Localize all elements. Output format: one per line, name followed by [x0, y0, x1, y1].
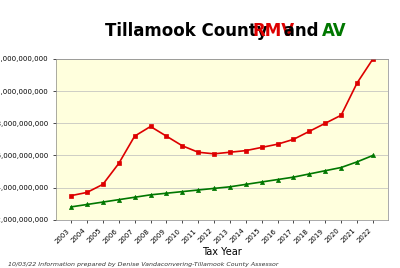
- Text: Tillamook County: Tillamook County: [105, 22, 273, 40]
- Text: AV: AV: [322, 22, 346, 40]
- Text: 10/03/22 Information prepared by Denise Vandaconvering-Tillamook County Assessor: 10/03/22 Information prepared by Denise …: [8, 262, 278, 267]
- Text: and: and: [278, 22, 324, 40]
- X-axis label: Tax Year: Tax Year: [202, 247, 242, 257]
- Text: RMV: RMV: [252, 22, 294, 40]
